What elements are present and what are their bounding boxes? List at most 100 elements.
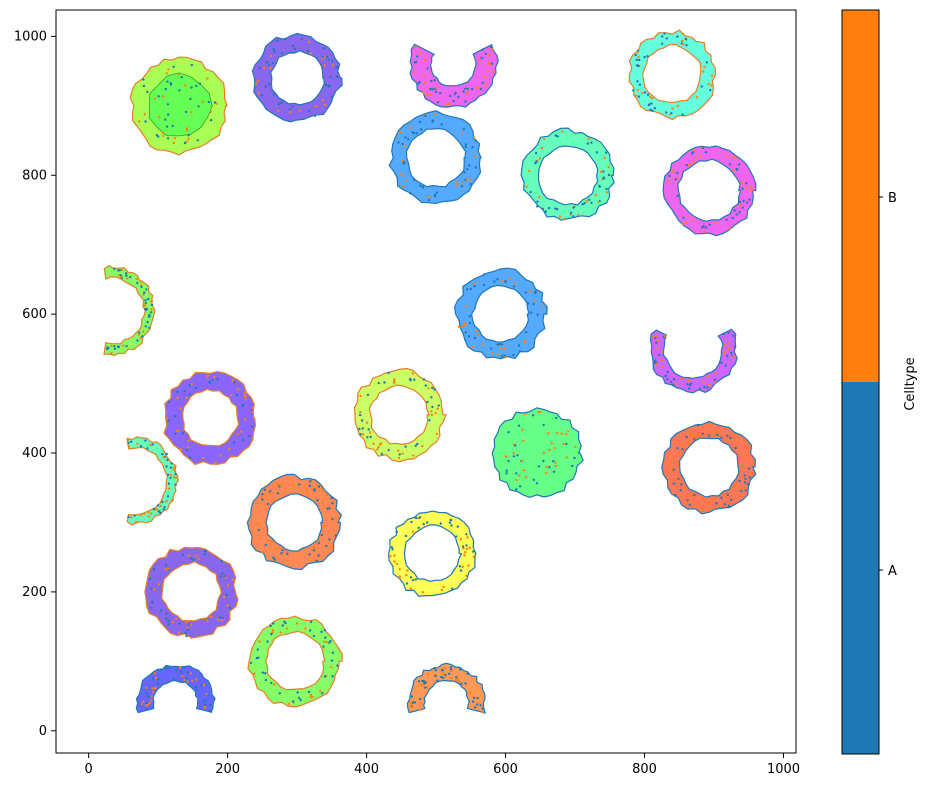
cell-point [709, 422, 713, 426]
cell-point [703, 385, 706, 389]
cell-point [638, 83, 642, 86]
cell-point [643, 55, 646, 59]
cell-point [156, 504, 160, 507]
cell-point [261, 551, 264, 554]
cell-point [536, 200, 539, 203]
cell-point [474, 166, 477, 169]
cell-point [459, 538, 462, 541]
cell-point [186, 446, 190, 449]
cell-point [681, 42, 685, 46]
cell-point [143, 113, 146, 116]
cell-point [748, 198, 751, 201]
cell-point [468, 321, 472, 325]
cell-point [476, 703, 479, 706]
cell-point [436, 679, 439, 682]
cell-point [218, 616, 221, 619]
cell-outline [409, 43, 499, 108]
cell-point [562, 443, 565, 446]
cell-point [257, 91, 260, 95]
cell-point [173, 136, 176, 140]
cell-point [312, 634, 316, 638]
cell-point [572, 215, 575, 218]
cell-point [458, 565, 462, 568]
cell-point [268, 492, 272, 495]
cell-point [656, 339, 659, 342]
cell-point [331, 64, 335, 67]
cell-point [587, 198, 591, 201]
cell-point [169, 466, 173, 469]
cell-point [167, 482, 171, 485]
cell-point [421, 445, 424, 448]
cell-point [663, 32, 666, 35]
cell-point [190, 557, 193, 560]
cell-point [278, 692, 281, 695]
cell-point [326, 507, 329, 510]
cell-point [165, 554, 168, 557]
cell-outline [406, 662, 486, 714]
cell-point [387, 449, 390, 452]
cell-point [182, 666, 186, 669]
cell-point [538, 157, 542, 160]
cell-point [474, 706, 477, 709]
cell-point [702, 230, 706, 234]
colorbar-tick-label-a: A [888, 564, 897, 579]
cell-point [465, 547, 469, 551]
cell-point [434, 86, 437, 89]
cell-point [231, 379, 234, 382]
cell-point [194, 386, 198, 390]
cell-point [529, 190, 532, 194]
cell-point [136, 281, 139, 285]
cell-point [143, 304, 147, 307]
cell-point [165, 500, 168, 503]
cell-point [649, 108, 652, 112]
cell-point [117, 274, 121, 277]
cell-point [172, 677, 176, 680]
cell-point [420, 684, 424, 687]
cell-point [707, 434, 711, 437]
cell-point [738, 200, 742, 203]
cell-point [264, 678, 268, 682]
cell-outline [163, 370, 257, 466]
cell-point [125, 272, 128, 275]
cell-point [489, 46, 493, 49]
cell-point [682, 216, 685, 219]
cell-point [167, 567, 170, 570]
cell-point [556, 431, 559, 435]
cell-point [528, 169, 531, 173]
cell-point [676, 35, 679, 38]
cell-point [667, 179, 670, 183]
cell-point [202, 700, 205, 703]
cell-point [542, 451, 545, 455]
cell-point [280, 552, 283, 555]
cell-point [145, 704, 148, 707]
cell-point [605, 187, 608, 191]
cell-point [145, 686, 148, 690]
cell-point [280, 52, 283, 55]
cell-point [397, 141, 400, 144]
cell-point [554, 461, 557, 464]
cell-point [144, 120, 147, 123]
cell-outline [491, 407, 584, 499]
cell-point [229, 394, 233, 397]
cell-point [597, 200, 600, 203]
cell-point [219, 575, 222, 578]
cell-point [325, 493, 328, 497]
cell-point [276, 492, 280, 495]
cell-point [129, 516, 133, 519]
cell-point [360, 419, 364, 422]
cell-point [706, 375, 709, 378]
cell-point [463, 324, 467, 327]
cell-point [747, 467, 751, 470]
cell-point [706, 386, 709, 389]
cell-point [273, 558, 276, 561]
cell-point [512, 285, 516, 288]
cell-point [398, 568, 401, 571]
cell-point [401, 452, 404, 455]
cell-point [272, 498, 275, 501]
cell-point [586, 142, 590, 145]
cell-point [515, 478, 518, 482]
cell-point [119, 274, 123, 277]
cell-point [523, 341, 527, 345]
cell-point [183, 678, 186, 682]
cell-point [279, 631, 282, 634]
